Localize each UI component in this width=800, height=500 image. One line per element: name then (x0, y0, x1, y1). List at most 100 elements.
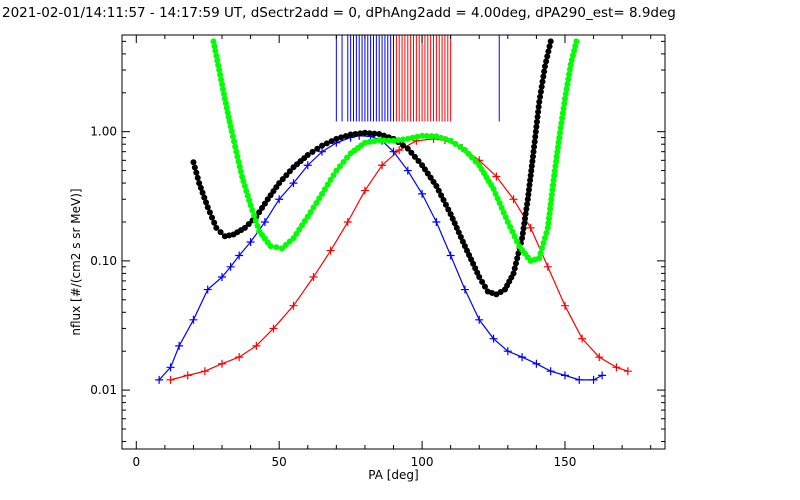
dot-marker-black (319, 142, 326, 149)
plus-marker-red (526, 223, 535, 232)
dot-marker-green (556, 134, 563, 141)
dot-marker-green (545, 220, 552, 227)
dot-marker-green (218, 76, 225, 83)
dot-marker-black (245, 221, 252, 228)
series-line-red (170, 138, 629, 381)
dot-marker-green (361, 139, 368, 146)
plus-marker-blue (260, 217, 269, 226)
dot-marker-green (319, 190, 326, 197)
dot-marker-black (532, 133, 539, 140)
dot-marker-green (307, 209, 314, 216)
plus-marker-red (326, 246, 335, 255)
dot-marker-green (559, 110, 566, 117)
dot-marker-green (461, 147, 468, 154)
plus-marker-red (578, 334, 587, 343)
dot-marker-black (535, 108, 542, 115)
dot-marker-green (492, 190, 499, 197)
dot-marker-green (469, 154, 476, 161)
dot-marker-green (565, 76, 572, 83)
dot-marker-black (304, 151, 311, 158)
dot-marker-black (259, 204, 266, 211)
plus-marker-blue (175, 341, 184, 350)
dot-marker-green (543, 229, 550, 236)
dot-marker-green (243, 187, 250, 194)
dot-marker-black (526, 181, 533, 188)
dot-marker-green (236, 163, 243, 170)
dot-marker-green (340, 158, 347, 165)
dot-marker-green (240, 178, 247, 185)
dot-marker-black (309, 148, 316, 155)
dot-marker-black (481, 283, 488, 290)
dot-marker-green (571, 47, 578, 54)
dot-marker-green (333, 167, 340, 174)
dot-marker-green (549, 186, 556, 193)
dot-marker-green (540, 240, 547, 247)
dot-marker-black (400, 142, 407, 149)
dot-marker-green (573, 38, 580, 45)
dot-marker-green (438, 134, 445, 141)
dot-marker-green (324, 181, 331, 188)
dot-marker-black (546, 43, 553, 50)
dot-marker-black (522, 210, 529, 217)
dot-marker-green (366, 138, 373, 145)
dot-marker-black (404, 145, 411, 152)
dot-marker-black (540, 73, 547, 80)
dot-marker-black (440, 197, 447, 204)
plus-marker-red (543, 262, 552, 271)
dot-marker-green (233, 148, 240, 155)
dot-marker-green (321, 186, 328, 193)
dot-marker-green (216, 67, 223, 74)
dot-marker-green (414, 133, 421, 140)
dot-marker-green (563, 85, 570, 92)
plus-marker-blue (418, 189, 427, 198)
dot-marker-black (347, 131, 354, 138)
plus-marker-blue (166, 363, 175, 372)
dot-marker-black (533, 118, 540, 125)
plus-marker-red (509, 195, 518, 204)
dot-marker-green (251, 212, 258, 219)
dot-marker-green (221, 95, 228, 102)
dot-marker-black (352, 130, 359, 137)
dot-marker-green (560, 105, 567, 112)
dot-marker-black (213, 224, 220, 231)
dot-marker-green (498, 204, 505, 211)
dot-marker-black (544, 53, 551, 60)
dot-marker-green (225, 114, 232, 121)
dot-marker-green (507, 223, 514, 230)
plus-marker-blue (275, 195, 284, 204)
y-tick-label: 1.00 (90, 125, 117, 139)
dot-marker-black (528, 167, 535, 174)
dot-marker-green (376, 137, 383, 144)
x-axis: 0 50 100 150 (132, 35, 652, 469)
dot-marker-green (504, 218, 511, 225)
dot-marker-green (561, 100, 568, 107)
plus-marker-blue (489, 334, 498, 343)
dot-marker-green (572, 43, 579, 50)
dot-marker-black (209, 214, 216, 221)
plus-marker-blue (289, 179, 298, 188)
plus-marker-red (492, 172, 501, 181)
dot-marker-green (433, 133, 440, 140)
dot-marker-black (415, 158, 422, 165)
dot-marker-green (293, 230, 300, 237)
dot-marker-green (371, 138, 378, 145)
dot-marker-green (547, 205, 554, 212)
dot-marker-green (545, 215, 552, 222)
dot-marker-black (523, 205, 530, 212)
y-axis: 0.01 0.10 1.00 (90, 40, 665, 443)
dot-marker-green (344, 154, 351, 161)
x-tick-label: 0 (132, 455, 140, 469)
dot-marker-green (562, 90, 569, 97)
dot-marker-green (313, 199, 320, 206)
dot-marker-green (541, 234, 548, 241)
dot-marker-black (449, 215, 456, 222)
dot-marker-green (219, 81, 226, 88)
dot-marker-green (548, 196, 555, 203)
dot-marker-black (411, 153, 418, 160)
dot-marker-green (226, 118, 233, 125)
x-axis-label: PA [deg] (368, 468, 418, 482)
dot-marker-black (435, 187, 442, 194)
dot-marker-black (261, 200, 268, 207)
dot-marker-green (223, 104, 230, 111)
dot-marker-green (555, 139, 562, 146)
